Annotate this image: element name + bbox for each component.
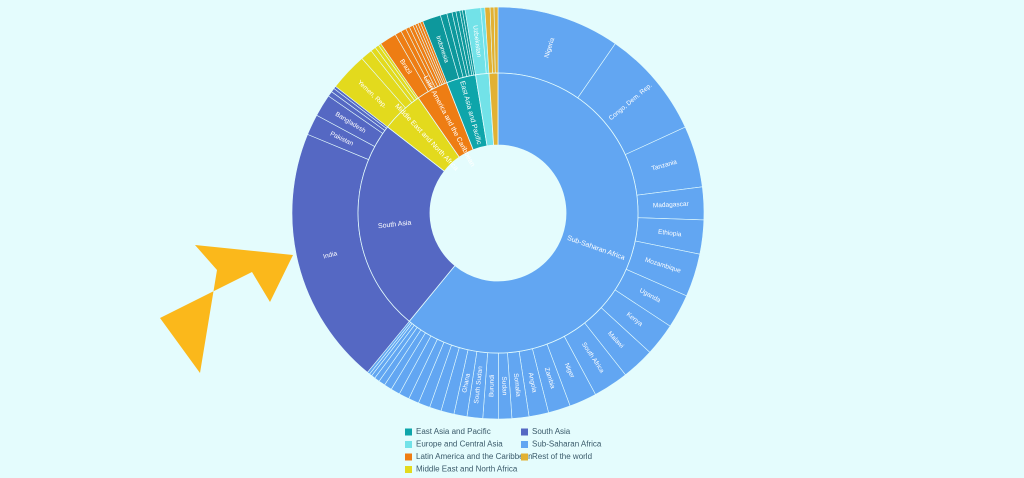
legend-label: Middle East and North Africa bbox=[416, 465, 518, 474]
country-label: Uzbekistan bbox=[471, 25, 482, 58]
legend-swatch bbox=[521, 441, 528, 448]
region-arc bbox=[488, 72, 499, 146]
legend-label: South Asia bbox=[532, 427, 571, 436]
legend-label: Sub-Saharan Africa bbox=[532, 440, 602, 449]
arrow bbox=[160, 245, 293, 373]
country-label: Angola bbox=[527, 372, 538, 394]
legend-label: Latin America and the Caribbean bbox=[416, 452, 533, 461]
country-label: Burundi bbox=[488, 375, 496, 398]
legend-swatch bbox=[405, 441, 412, 448]
legend-swatch bbox=[405, 428, 412, 436]
country-label: South Sudan bbox=[473, 365, 484, 404]
country-label: Ethiopia bbox=[658, 229, 683, 239]
legend-swatch bbox=[405, 453, 412, 461]
region-arc bbox=[357, 126, 456, 322]
legend: East Asia and Pacific Europe and Central … bbox=[405, 427, 602, 474]
legend-swatch bbox=[405, 466, 412, 473]
country-label: Madagascar bbox=[653, 201, 690, 210]
region-arc bbox=[408, 72, 639, 354]
legend-swatch bbox=[521, 453, 528, 461]
legend-label: Rest of the world bbox=[532, 452, 592, 461]
legend-label: East Asia and Pacific bbox=[416, 427, 491, 436]
country-label: Sudan bbox=[500, 376, 508, 395]
legend-label: Europe and Central Asia bbox=[416, 440, 503, 449]
region-label: South Asia bbox=[378, 220, 412, 231]
country-label: Somalia bbox=[512, 373, 522, 397]
country-label: Ghana bbox=[461, 373, 472, 394]
legend-swatch bbox=[521, 428, 528, 436]
country-label: India bbox=[323, 250, 339, 260]
